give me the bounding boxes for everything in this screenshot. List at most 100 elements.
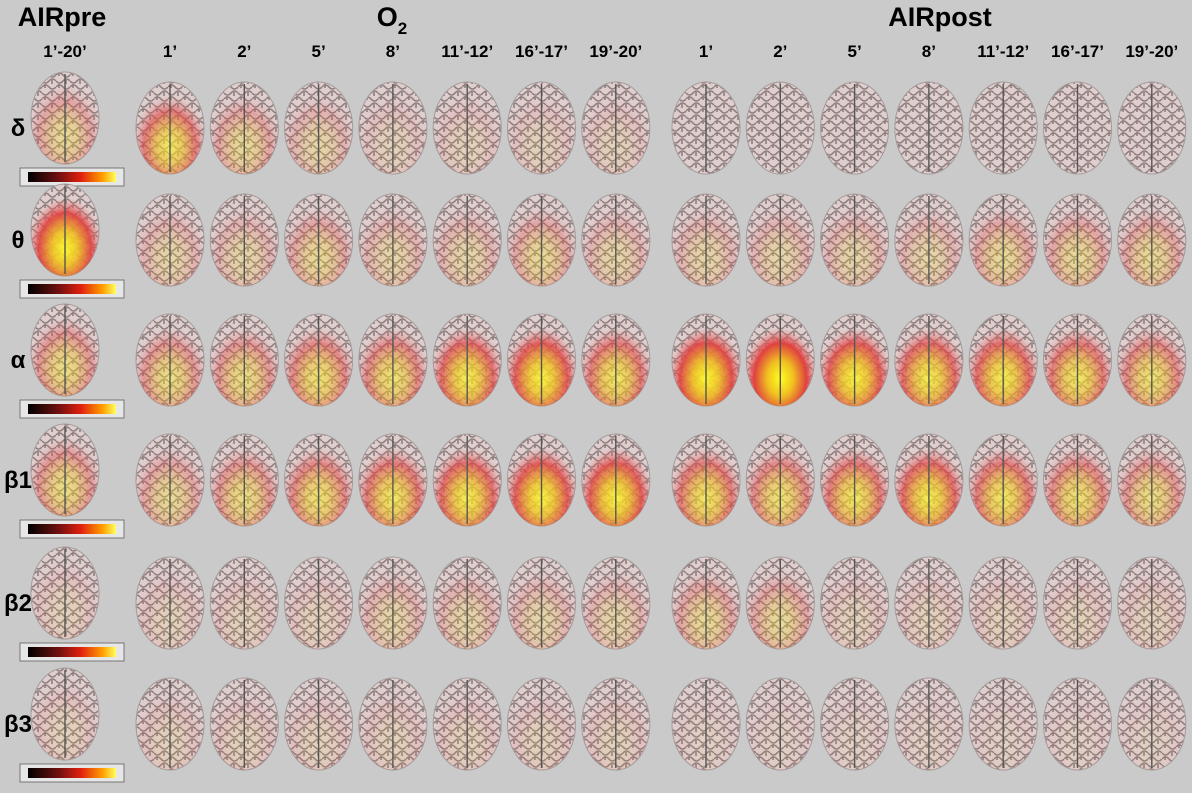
brain-map <box>895 557 963 649</box>
brain-map <box>1118 557 1186 649</box>
brain-map <box>582 194 650 286</box>
brain-map <box>433 82 501 174</box>
brain-map <box>746 82 814 174</box>
brain-map <box>582 678 650 770</box>
brain-map <box>285 678 353 770</box>
brain-map <box>508 434 576 526</box>
brain-map <box>508 678 576 770</box>
column-label: 2’ <box>237 42 251 61</box>
brain-map <box>821 434 889 526</box>
brain-map <box>821 557 889 649</box>
brain-map <box>285 194 353 286</box>
brain-map <box>359 314 427 406</box>
row-label: θ <box>12 227 25 254</box>
brain-map <box>746 678 814 770</box>
row-label: δ <box>11 115 26 142</box>
brain-map <box>359 82 427 174</box>
column-label: 11’-12’ <box>977 42 1029 61</box>
group-title: AIRpre <box>18 2 107 32</box>
row-label: β1 <box>4 467 32 494</box>
brain-map <box>672 314 740 406</box>
brain-map <box>969 194 1037 286</box>
column-label: 5’ <box>848 42 862 61</box>
brain-map <box>433 314 501 406</box>
column-label: 8’ <box>386 42 400 61</box>
brain-map <box>895 314 963 406</box>
group-title-subscript: 2 <box>398 19 407 38</box>
brain-map <box>210 314 278 406</box>
brain-map <box>136 314 204 406</box>
column-label: 19’-20’ <box>1125 42 1178 61</box>
brain-map <box>433 434 501 526</box>
brain-map <box>672 678 740 770</box>
colorbar <box>28 404 116 414</box>
brain-map <box>136 434 204 526</box>
colorbar <box>28 284 116 294</box>
brain-map <box>582 82 650 174</box>
column-label: 16’-17’ <box>1051 42 1104 61</box>
brain-map <box>746 557 814 649</box>
brain-map <box>969 82 1037 174</box>
brain-map <box>359 557 427 649</box>
brain-map <box>582 434 650 526</box>
column-label: 5’ <box>312 42 326 61</box>
brain-map <box>285 82 353 174</box>
brain-map <box>359 678 427 770</box>
column-label: 16’-17’ <box>515 42 568 61</box>
figure: AIRpre O2 AIRpost 1’-20’1’2’5’8’11’-12’1… <box>0 0 1192 793</box>
brain-map <box>508 194 576 286</box>
brain-map <box>136 194 204 286</box>
brain-map <box>1118 314 1186 406</box>
brain-map <box>433 194 501 286</box>
brain-map <box>359 194 427 286</box>
brain-map <box>508 314 576 406</box>
brain-map <box>895 678 963 770</box>
brain-map <box>1044 434 1112 526</box>
brain-map <box>210 82 278 174</box>
brain-map <box>672 194 740 286</box>
brain-map <box>508 82 576 174</box>
column-label: 1’-20’ <box>43 42 86 61</box>
brain-map <box>508 557 576 649</box>
brain-map <box>1118 194 1186 286</box>
row-label: β2 <box>4 590 32 617</box>
column-label: 8’ <box>922 42 936 61</box>
brain-map <box>821 314 889 406</box>
brain-map <box>359 434 427 526</box>
brain-map <box>969 434 1037 526</box>
brain-map <box>31 72 99 164</box>
brain-map <box>1118 678 1186 770</box>
brain-map <box>969 314 1037 406</box>
brain-map <box>210 557 278 649</box>
brain-map <box>746 434 814 526</box>
brain-map <box>1044 678 1112 770</box>
brain-map <box>136 82 204 174</box>
colorbar <box>28 172 116 182</box>
brain-map <box>285 314 353 406</box>
row-label: α <box>11 347 26 374</box>
brain-map <box>285 557 353 649</box>
brain-map <box>672 557 740 649</box>
brain-map <box>433 557 501 649</box>
brain-map <box>746 194 814 286</box>
brain-map <box>433 678 501 770</box>
brain-map <box>31 304 99 396</box>
brain-map <box>672 82 740 174</box>
brain-map <box>821 194 889 286</box>
brain-map <box>1118 82 1186 174</box>
colorbar <box>28 768 116 778</box>
column-label: 19’-20’ <box>589 42 642 61</box>
colorbar <box>28 647 116 657</box>
brain-map <box>895 82 963 174</box>
brain-map <box>210 678 278 770</box>
brain-map <box>746 314 814 406</box>
brain-map <box>821 678 889 770</box>
brain-map <box>582 314 650 406</box>
brain-map <box>1044 557 1112 649</box>
brain-map <box>285 434 353 526</box>
brain-map <box>1118 434 1186 526</box>
colorbar <box>28 524 116 534</box>
group-title: AIRpost <box>888 2 992 32</box>
brain-map <box>582 557 650 649</box>
column-label: 2’ <box>773 42 787 61</box>
